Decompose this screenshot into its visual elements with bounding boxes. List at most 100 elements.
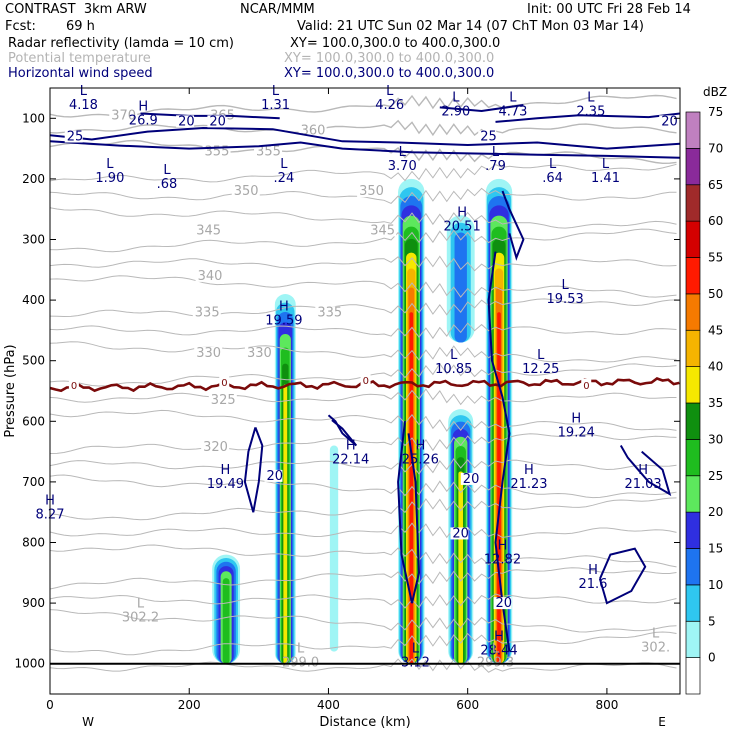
extremum-value: .79 — [485, 159, 506, 174]
y-axis-label: Pressure (hPa) — [3, 344, 18, 437]
forecast-hour: 69 h — [66, 19, 95, 34]
extremum-mark: L — [163, 163, 171, 178]
x-tick-label: 200 — [178, 698, 201, 712]
x-tick-label: 800 — [595, 698, 618, 712]
theta-contour-line — [50, 341, 677, 363]
y-tick-label: 1000 — [14, 657, 45, 671]
colorbar-swatch — [685, 439, 701, 477]
extremum-mark: L — [137, 596, 145, 611]
wind-label-bg — [581, 378, 592, 391]
theta-contour-line — [50, 567, 677, 590]
x-axis-label: Distance (km) — [319, 715, 410, 730]
wind-contour-line — [243, 427, 264, 513]
wind-contour-label: 0 — [71, 381, 77, 392]
extremum-value: 19.24 — [558, 425, 595, 440]
extremum-value: 10.85 — [435, 362, 472, 377]
y-tick-label: 400 — [22, 293, 45, 307]
extremum-mark: L — [106, 157, 114, 172]
colorbar-level-label: 40 — [708, 360, 723, 374]
reflectivity-layer — [212, 178, 513, 664]
wind-contour-line — [50, 140, 680, 159]
y-tick-label: 100 — [22, 111, 45, 125]
colorbar-swatch — [685, 329, 701, 367]
field-reflectivity-xy: XY= 100.0,300.0 to 400.0,300.0 — [290, 36, 501, 51]
colorbar-level-label: 55 — [708, 251, 723, 265]
theta-contour-line — [50, 522, 677, 539]
wind-contour-line — [487, 251, 511, 652]
extremum-value: .68 — [157, 177, 178, 192]
colorbar-swatch — [685, 402, 701, 440]
theta-contour-label: 350 — [359, 184, 384, 199]
extremum-mark: L — [587, 90, 595, 105]
colorbar-swatch — [685, 584, 701, 622]
theta-contour-line — [50, 322, 677, 340]
wind-label-bg — [219, 375, 230, 388]
theta-contour-line — [50, 609, 677, 633]
extremum-mark: H — [638, 463, 648, 478]
wind-contour-line — [598, 547, 647, 605]
extremum-mark: L — [386, 84, 394, 99]
field-theta-xy: XY= 100.0,300.0 to 400.0,300.0 — [284, 51, 495, 66]
y-tick-label: 200 — [22, 172, 45, 186]
wind-contour-label: 0 — [363, 376, 369, 387]
extremum-value: 12.82 — [484, 553, 521, 568]
x-west-label: W — [82, 715, 94, 729]
colorbar-swatch — [685, 220, 701, 258]
extremum-mark: H — [346, 439, 356, 454]
extremum-mark: L — [297, 642, 305, 657]
colorbar-level-label: 25 — [708, 469, 723, 483]
wind-contour-label: 0 — [583, 381, 589, 392]
theta-contour-label: 335 — [195, 305, 220, 320]
wind-contour-label: 20 — [661, 114, 678, 129]
extremum-value: 302. — [641, 641, 670, 656]
theta-contour-label: 330 — [196, 346, 221, 361]
reflectivity-cell-band — [458, 471, 464, 664]
theta-label-bg — [245, 346, 274, 359]
model-title: CONTRAST 3km ARW — [5, 2, 147, 17]
wind-contour-line — [327, 414, 358, 447]
extremum-value: 28.44 — [480, 644, 517, 659]
y-tick-label: 800 — [22, 536, 45, 550]
colorbar-level-label: 60 — [708, 214, 723, 228]
wind-label-bg — [460, 472, 479, 485]
wind-contour-line — [439, 104, 524, 113]
extremum-value: .24 — [274, 171, 295, 186]
extremum-mark: L — [450, 348, 458, 363]
extremum-value: 1.31 — [261, 98, 290, 113]
extremum-value: 20.51 — [444, 219, 481, 234]
reflectivity-cell-band — [454, 232, 467, 343]
wind-label-bg — [176, 115, 195, 128]
extremum-mark: H — [588, 563, 598, 578]
wind-contour-line — [619, 445, 672, 497]
theta-contour-line — [50, 658, 677, 673]
theta-contour-label: 345 — [196, 223, 221, 238]
extremum-value: 2.35 — [576, 104, 605, 119]
extremum-mark: L — [652, 627, 660, 642]
theta-contour-line — [50, 593, 677, 609]
colorbar-level-label: 0 — [708, 651, 716, 665]
colorbar-swatch — [685, 111, 701, 149]
extremum-mark: L — [272, 84, 280, 99]
theta-contour-label: 355 — [256, 145, 281, 160]
extremum-mark: H — [279, 299, 289, 314]
extremum-value: 26.9 — [129, 113, 158, 128]
wind-contour-line — [501, 190, 525, 261]
wind-contour-label: 0 — [221, 378, 227, 389]
theta-contour-line — [50, 631, 677, 656]
theta-contour-line — [50, 275, 677, 298]
extremum-value: 2.90 — [441, 104, 470, 119]
theta-contour-line — [50, 388, 677, 406]
wind-label-bg — [68, 378, 79, 391]
theta-contour-line — [50, 409, 677, 432]
theta-contour-line — [50, 497, 677, 521]
extremum-value: 19.59 — [265, 313, 302, 328]
extremum-mark: H — [571, 411, 581, 426]
wind-contour-label: 20 — [496, 596, 513, 611]
colorbar-level-label: 75 — [708, 105, 723, 119]
extremum-mark: L — [492, 145, 500, 160]
extremum-value: 21.03 — [624, 477, 661, 492]
theta-contour-line — [50, 94, 677, 118]
theta-contour-line — [50, 139, 677, 165]
y-tick-label: 500 — [22, 354, 45, 368]
